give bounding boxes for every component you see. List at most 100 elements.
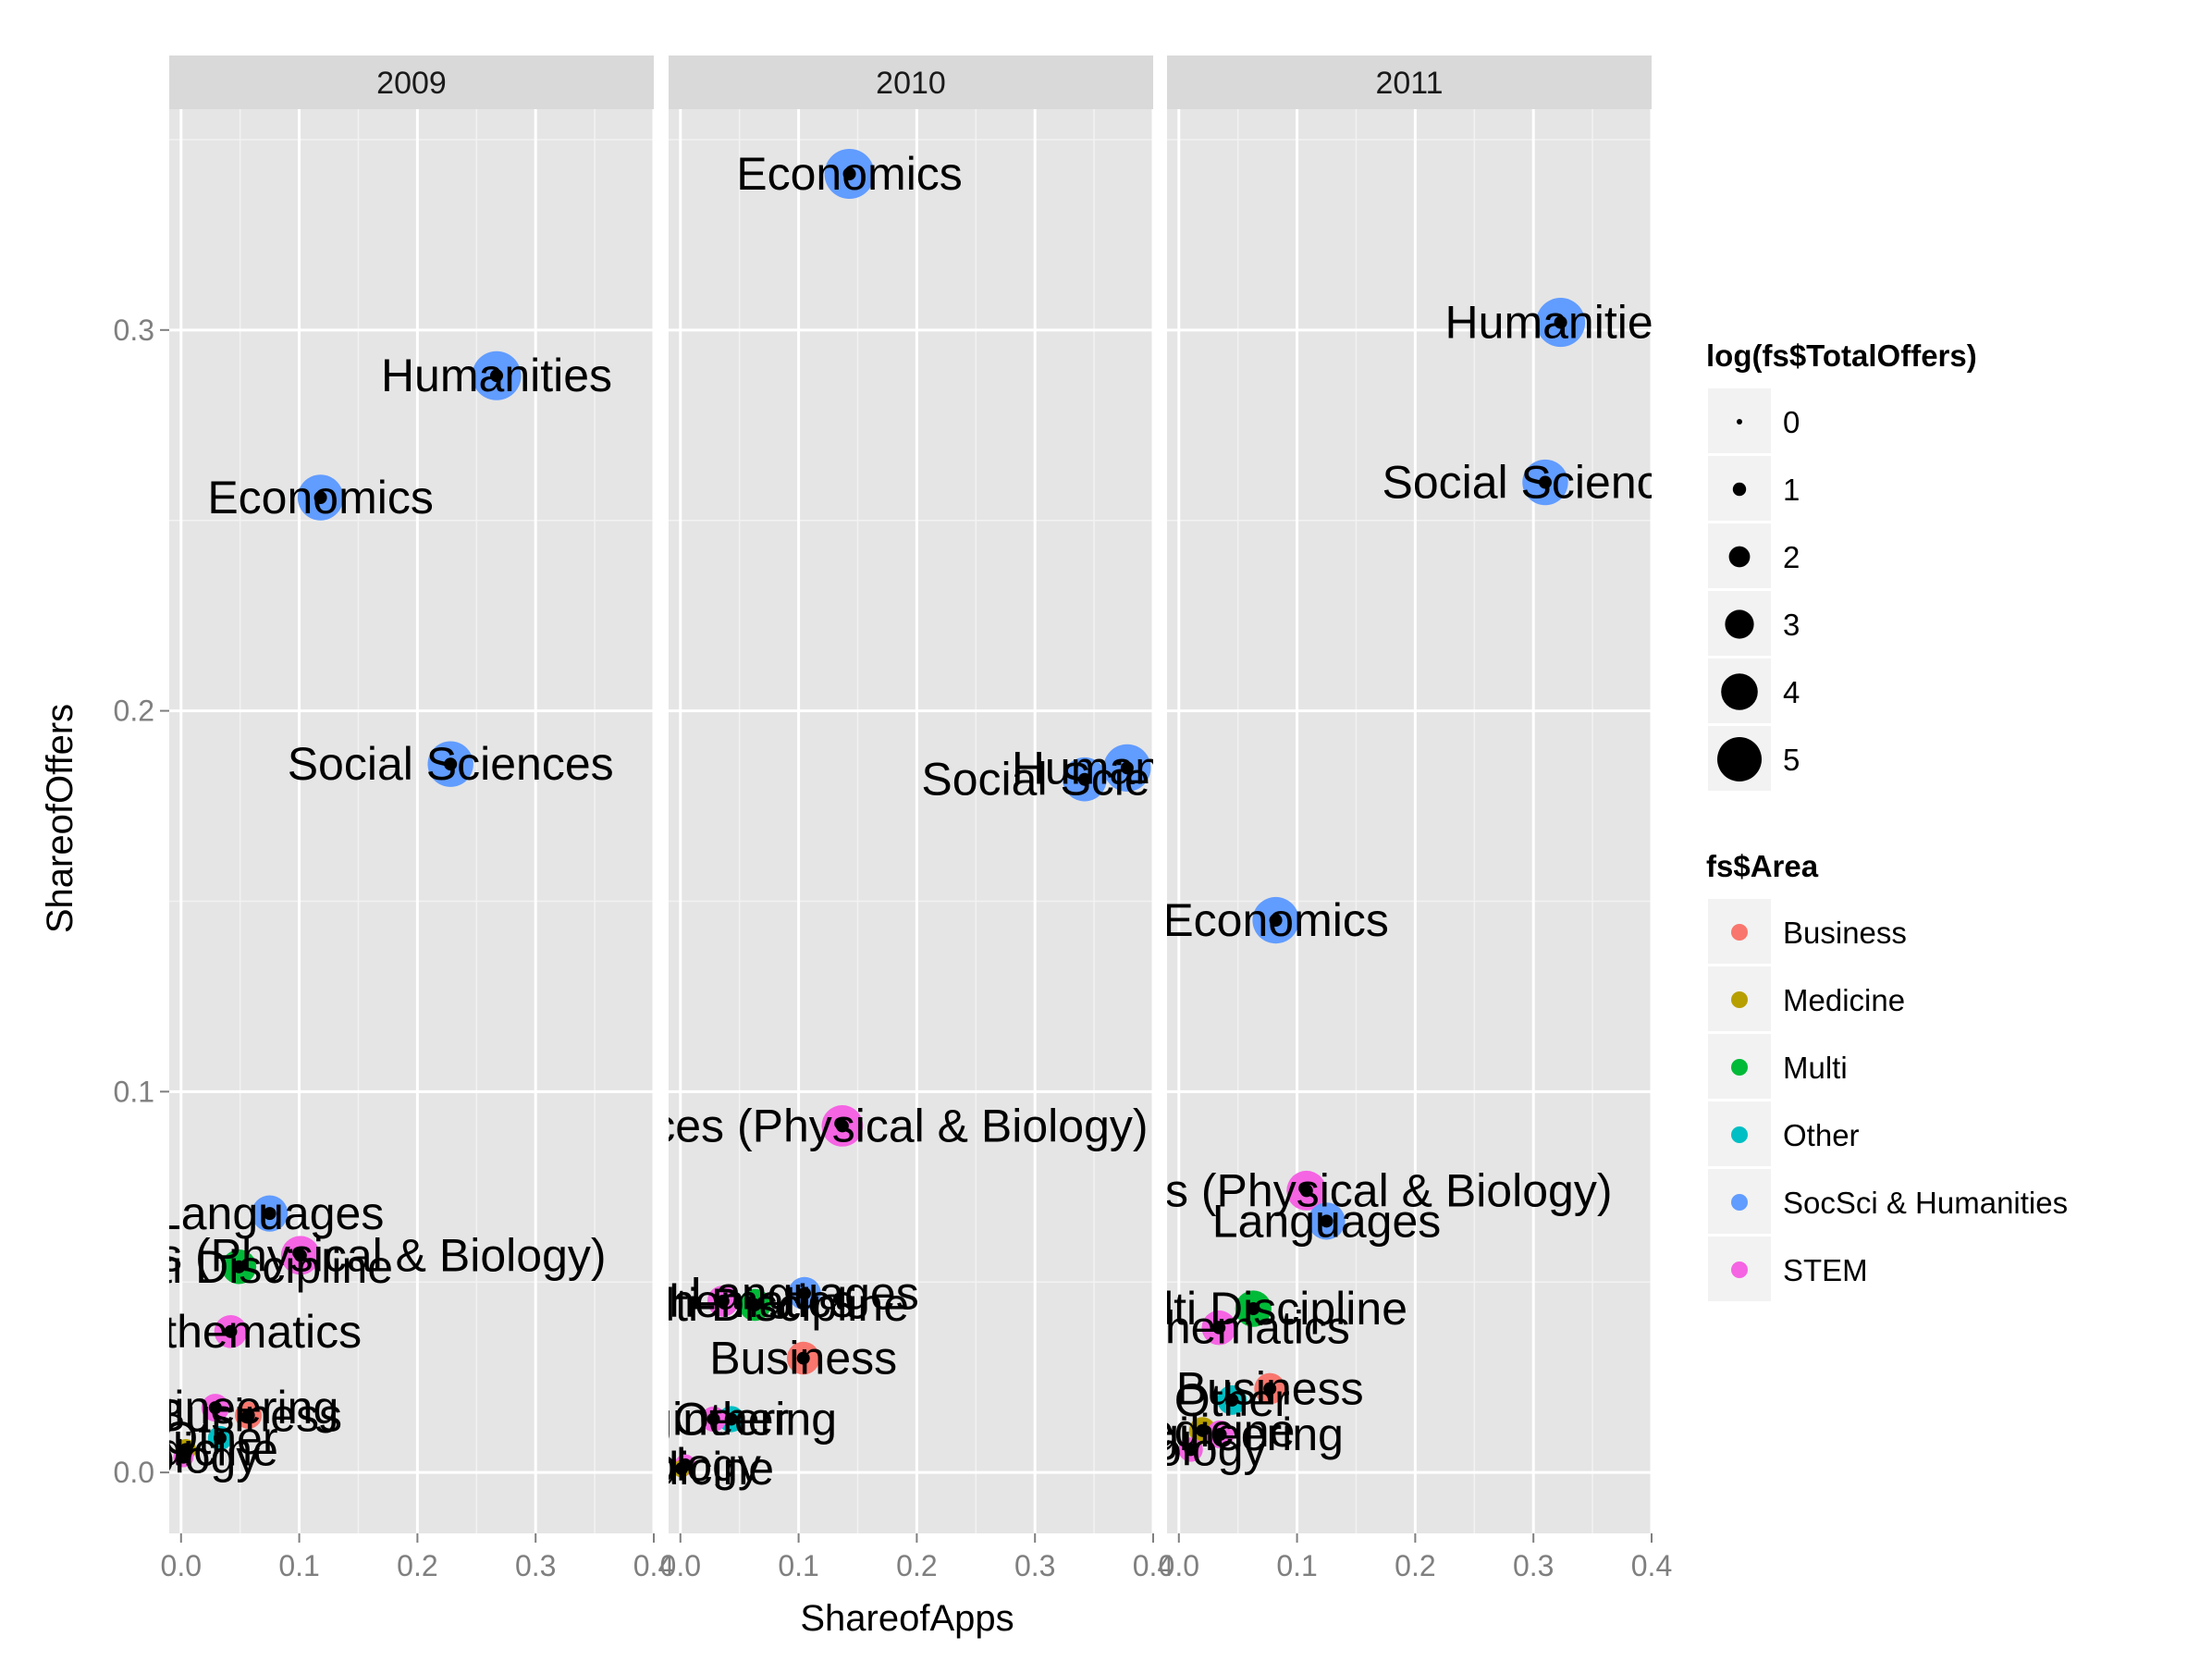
size-legend-label: 5: [1783, 743, 1800, 777]
data-label: Sciences (Physical & Biology): [0, 1229, 607, 1281]
data-point-center: [675, 1462, 689, 1475]
color-legend-swatch: [1731, 1126, 1748, 1143]
data-point-center: [707, 1412, 720, 1426]
size-legend-swatch: [1728, 546, 1751, 568]
color-legend-swatch: [1731, 1059, 1748, 1076]
color-legend-title: fs$Area: [1706, 849, 1819, 883]
x-tick-label: 0.3: [1513, 1549, 1554, 1582]
x-tick-label: 0.3: [515, 1549, 556, 1582]
data-point-center: [1263, 1382, 1277, 1396]
data-label: Engineering: [590, 1393, 837, 1445]
data-label: Social Sciences: [921, 754, 1247, 806]
facet-panels: 2009 Humanities Economics Social Sciences La…: [0, 55, 1708, 1533]
data-point-center: [1247, 1302, 1260, 1316]
x-tick-label: 0.4: [1631, 1549, 1672, 1582]
data-label: Social Sciences: [1382, 457, 1708, 509]
color-legend-label: Medicine: [1783, 983, 1905, 1017]
data-label: Sciences (Physical & Biology): [1001, 1164, 1612, 1216]
data-point-center: [1120, 761, 1134, 775]
data-point-center: [1554, 315, 1567, 329]
data-point-center: [842, 167, 856, 180]
data-point-center: [1225, 1393, 1239, 1407]
facet-strip: [169, 55, 654, 109]
data-point-center: [293, 1249, 307, 1262]
data-point-center: [313, 491, 327, 504]
data-point-center: [1196, 1423, 1210, 1437]
facet-strip-label: 2011: [1375, 66, 1443, 101]
x-tick-label: 0.4: [1133, 1549, 1174, 1582]
color-legend-label: Multi: [1783, 1051, 1848, 1085]
data-point-center: [748, 1298, 762, 1311]
color-legend-swatch: [1731, 991, 1748, 1008]
facet-panel-2011: 2011 Humanities Social Sciences Economics Sc…: [1001, 55, 1708, 1533]
x-tick-label: 0.0: [161, 1549, 202, 1582]
y-axis: 0.0 0.1 0.2 0.3: [114, 314, 169, 1489]
data-point-center: [835, 1119, 849, 1133]
data-point-center: [1213, 1427, 1227, 1441]
data-point-center: [796, 1351, 810, 1365]
size-legend-swatch: [1717, 737, 1762, 781]
size-legend-swatch: [1721, 673, 1758, 710]
data-label: Engineering: [92, 1382, 338, 1433]
data-label: Business: [709, 1333, 897, 1384]
data-label: Other: [1174, 1374, 1290, 1426]
data-label: Humanities: [1012, 742, 1243, 794]
data-label: Business: [1176, 1363, 1364, 1415]
x-tick-label: 0.1: [1276, 1549, 1317, 1582]
x-tick-label: 0.1: [778, 1549, 818, 1582]
data-point-center: [232, 1260, 246, 1273]
facet-strip: [1167, 55, 1652, 109]
color-legend-swatch: [1731, 1194, 1748, 1211]
x-axis-title: ShareofApps: [800, 1598, 1014, 1639]
size-legend-swatch: [1725, 609, 1754, 639]
data-point-center: [1212, 1321, 1226, 1335]
facet-panel-2009: 2009 Humanities Economics Social Sciences La…: [0, 55, 654, 1533]
x-axis: 0.0 0.1 0.2 0.3 0.40.0 0.1 0.2 0.3 0.40.0 0.1 0.2 0…: [161, 1533, 1672, 1582]
facet-strip-label: 2010: [876, 66, 946, 101]
size-legend-label: 4: [1783, 675, 1800, 709]
data-label: Biology: [609, 1439, 761, 1491]
x-tick-label: 0.2: [1395, 1549, 1435, 1582]
data-label: Mathematics: [592, 1275, 854, 1327]
data-label: Engineering: [1097, 1409, 1344, 1460]
y-tick-label: 0.0: [114, 1456, 154, 1489]
data-label: Multi Discipline: [601, 1279, 909, 1331]
data-label: Biology: [1115, 1423, 1267, 1475]
data-label: Humanities: [381, 350, 612, 401]
color-legend-label: STEM: [1783, 1253, 1868, 1287]
panel-marks: Humanities Economics Social Sciences Langua…: [0, 350, 614, 1483]
data-label: Medicine: [1110, 1405, 1295, 1457]
color-legend-label: Business: [1783, 916, 1907, 950]
color-legend: fs$Area Business Medicine Multi Other SocSci…: [1706, 849, 2068, 1301]
data-point-center: [224, 1324, 238, 1338]
data-label: Other: [673, 1393, 789, 1445]
y-tick-label: 0.1: [114, 1075, 154, 1108]
data-label: Mathematics: [1088, 1302, 1350, 1354]
size-legend: log(fs$TotalOffers) 0 1 2 3 4 5: [1706, 338, 1977, 791]
data-label: Humanities: [1445, 297, 1677, 349]
panel-grid: [169, 109, 654, 1533]
size-legend-label: 0: [1783, 405, 1800, 439]
size-legend-swatch: [1737, 419, 1742, 424]
data-point-center: [716, 1294, 730, 1308]
data-label: Languages: [155, 1187, 384, 1239]
data-point-center: [208, 1401, 222, 1415]
panel-marks: Humanities Social Sciences Economics Scienc…: [1001, 297, 1708, 1476]
x-tick-label: 0.1: [278, 1549, 319, 1582]
data-label: Medicine: [589, 1443, 774, 1495]
data-label: Business: [154, 1389, 342, 1441]
data-label: Other: [162, 1412, 277, 1464]
data-label: Economics: [207, 472, 434, 523]
panel-grid: [669, 109, 1153, 1533]
size-legend-label: 1: [1783, 473, 1800, 507]
x-tick-label: 0.4: [633, 1549, 674, 1582]
data-label: Mathematics: [100, 1306, 362, 1358]
facet-strip: [669, 55, 1153, 109]
data-point-center: [797, 1286, 811, 1300]
color-legend-label: Other: [1783, 1118, 1860, 1152]
panel-background: [169, 109, 654, 1533]
data-label: Economics: [736, 148, 963, 200]
size-legend-title: log(fs$TotalOffers): [1706, 338, 1977, 373]
data-label: Sciences (Physical & Biology): [536, 1100, 1148, 1151]
